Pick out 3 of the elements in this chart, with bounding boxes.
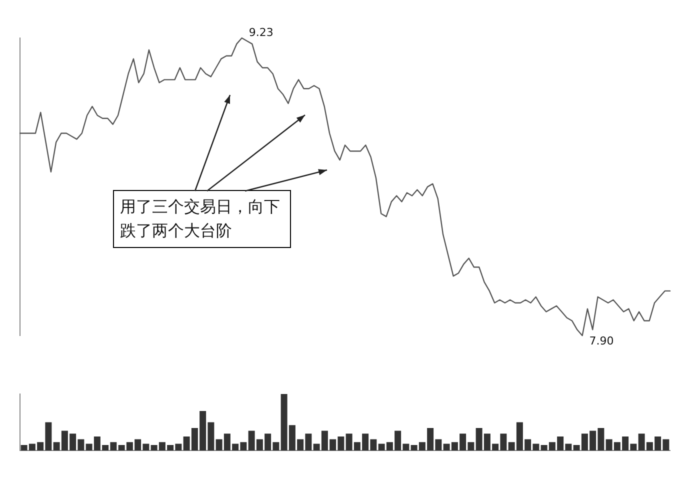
annotation: 7.90	[589, 334, 614, 348]
annotation: 9.23	[248, 26, 274, 39]
annotation: 用了三个交易日，向下跌了两个大台阶	[113, 190, 291, 248]
